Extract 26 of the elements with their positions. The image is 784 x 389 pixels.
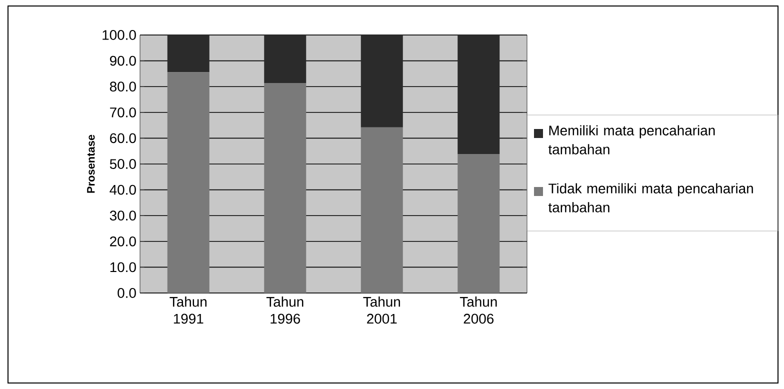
bar	[264, 83, 306, 293]
bar	[167, 34, 210, 72]
x-tick-label: Tahun 2001	[363, 296, 400, 324]
y-tick-label: 40.0	[110, 184, 136, 195]
x-tick-label: Tahun 1996	[266, 296, 304, 324]
bar	[458, 34, 500, 154]
bar	[360, 34, 403, 128]
bar	[458, 154, 500, 293]
y-tick-label: 30.0	[110, 210, 136, 221]
x-tick-label: Tahun 2006	[460, 296, 497, 324]
y-tick-label: 10.0	[110, 262, 136, 272]
legend-label: Tidak memiliki mata pencaharian tambahan	[548, 183, 753, 212]
legend-label: Memiliki mata pencaharian tambahan	[548, 125, 715, 154]
y-tick-label: 80.0	[110, 82, 136, 92]
bar	[360, 127, 403, 293]
y-tick-label: 0.0	[118, 288, 136, 298]
bar	[167, 72, 210, 293]
x-tick-label: Tahun 1991	[170, 296, 206, 324]
y-tick-label: 70.0	[110, 107, 136, 118]
bar	[264, 34, 306, 84]
y-axis-title: Prosentase	[87, 134, 95, 193]
y-tick-label: 90.0	[110, 56, 136, 66]
y-tick-label: 50.0	[110, 159, 136, 169]
y-tick-label: 20.0	[110, 236, 136, 246]
y-tick-label: 100.0	[102, 30, 136, 40]
y-tick-label: 60.0	[110, 133, 136, 144]
